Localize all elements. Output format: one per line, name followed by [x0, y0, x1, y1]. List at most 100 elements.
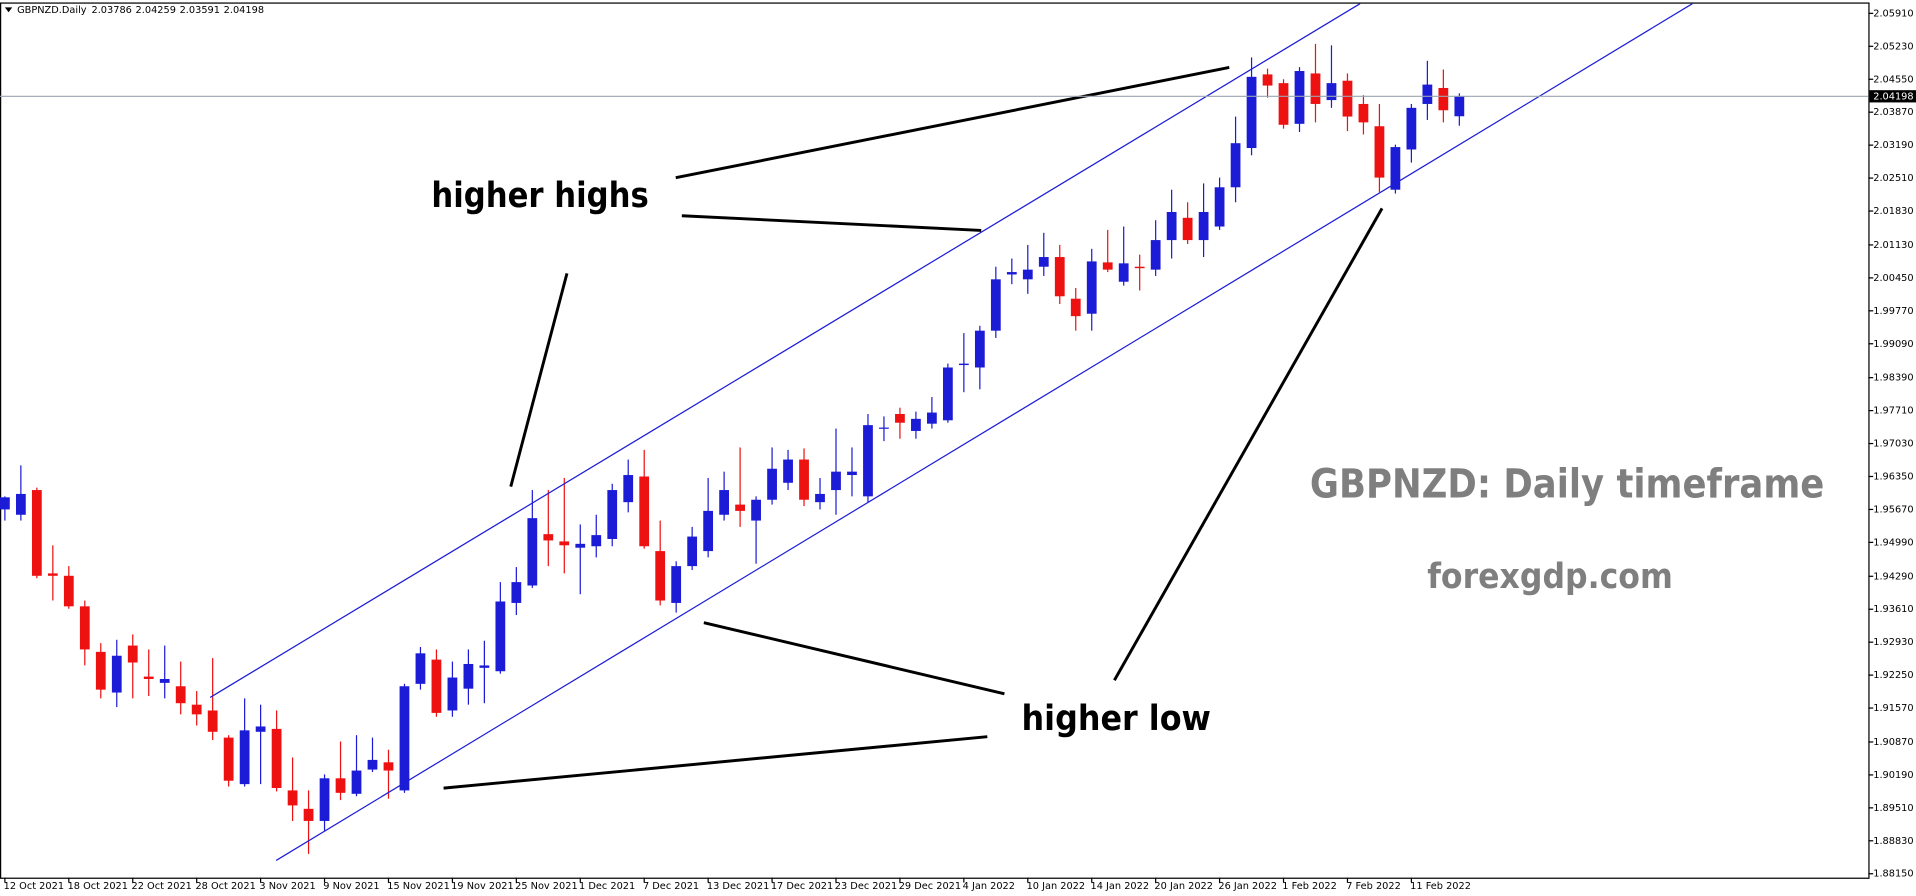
x-tick-label: 7 Dec 2021: [643, 881, 699, 892]
candle-body: [31, 490, 42, 576]
x-tick-label: 9 Nov 2021: [323, 881, 379, 892]
candle-body: [927, 412, 937, 424]
candle-body: [239, 730, 250, 785]
candle-body: [847, 471, 857, 476]
y-tick-label: 1.92250: [1873, 670, 1913, 681]
y-tick-label: 1.92930: [1873, 637, 1913, 648]
candle-body: [1054, 257, 1065, 297]
y-tick-label: 1.93610: [1873, 604, 1913, 615]
candle-body: [351, 770, 362, 794]
y-tick-label: 2.05230: [1873, 41, 1913, 52]
candle-body: [1422, 84, 1433, 104]
candle-body: [1166, 211, 1177, 241]
y-tick-label: 2.04550: [1873, 74, 1913, 85]
x-tick-label: 1 Feb 2022: [1282, 881, 1337, 892]
candle-body: [990, 279, 1001, 331]
candle-body: [783, 459, 793, 483]
y-tick-label: 1.99770: [1873, 306, 1913, 317]
candle-body: [1326, 83, 1337, 101]
candle-body: [527, 518, 538, 586]
pointer: [703, 621, 1005, 696]
candle-body: [319, 778, 330, 821]
candle-body: [815, 493, 825, 503]
candle-body: [1182, 217, 1193, 241]
candle-body: [127, 645, 138, 663]
plot-frame: [0, 2, 1870, 879]
candle-body: [1134, 266, 1145, 269]
pointer: [509, 272, 569, 487]
candle-body: [751, 499, 761, 521]
candle-body: [111, 655, 122, 693]
candle-body: [831, 471, 841, 491]
y-tick-label: 1.91570: [1873, 703, 1913, 714]
y-tick-label: 1.97710: [1873, 406, 1913, 417]
x-tick-label: 25 Nov 2021: [515, 881, 578, 892]
candle-body: [799, 459, 809, 500]
candle-body: [1006, 272, 1017, 275]
y-tick-label: 1.90870: [1873, 737, 1913, 748]
annotation: higher low: [1022, 699, 1211, 739]
candle-body: [447, 677, 458, 711]
candle-body: [1198, 211, 1209, 241]
candle-body: [15, 493, 26, 515]
y-tick-label: 1.90190: [1873, 770, 1913, 781]
x-tick-label: 13 Dec 2021: [707, 881, 769, 892]
candle-body: [415, 653, 426, 684]
y-tick-label: 1.98390: [1873, 373, 1913, 384]
candle-body: [1102, 262, 1113, 270]
candle-body: [1406, 107, 1417, 150]
y-tick-label: 1.89510: [1873, 803, 1913, 814]
x-tick-label: 12 Oct 2021: [4, 881, 64, 892]
candle-body: [223, 737, 234, 781]
candle-body: [591, 535, 602, 547]
candle-body: [495, 601, 506, 672]
candle-body: [958, 363, 969, 366]
pointer: [675, 65, 1230, 180]
y-tick-label: 1.88150: [1873, 869, 1913, 880]
candle-body: [271, 728, 282, 788]
candle-body: [191, 704, 202, 715]
candle-body: [303, 808, 314, 821]
x-tick-label: 26 Jan 2022: [1218, 881, 1277, 892]
candle-body: [335, 778, 346, 793]
header-icon: [4, 7, 13, 13]
pointer: [681, 214, 982, 232]
candle-body: [639, 476, 650, 547]
header: GBPNZD.Daily 2.03786 2.04259 2.03591 2.04198: [17, 5, 264, 16]
candle-body: [1022, 269, 1033, 280]
y-tick-label: 1.97030: [1873, 439, 1913, 450]
x-tick-label: 28 Oct 2021: [195, 881, 255, 892]
y-tick-label: 1.94290: [1873, 571, 1913, 582]
candle-body: [1038, 257, 1049, 267]
candle-body: [655, 551, 666, 601]
candle-body: [974, 330, 985, 368]
y-tick-label: 2.05910: [1873, 8, 1913, 19]
x-tick-label: 4 Jan 2022: [963, 881, 1015, 892]
candle-body: [207, 710, 218, 732]
candle-body: [1390, 147, 1401, 190]
header-low: 2.03591: [180, 5, 220, 16]
candle-body: [911, 418, 921, 431]
watermark-site: forexgdp.com: [1427, 557, 1673, 597]
candle-body: [863, 425, 873, 497]
x-tick-label: 19 Nov 2021: [451, 881, 514, 892]
candle-body: [1358, 103, 1369, 123]
candle-body: [607, 490, 618, 539]
candle-body: [79, 606, 90, 650]
x-tick-label: 10 Jan 2022: [1027, 881, 1086, 892]
candle-body: [463, 663, 474, 689]
y-tick-label: 1.94990: [1873, 537, 1913, 548]
candle-body: [47, 573, 58, 576]
candle-body: [63, 575, 74, 607]
candle-body: [1454, 96, 1465, 117]
channel-lower: [275, 3, 1693, 861]
y-tick-label: 1.96350: [1873, 471, 1913, 482]
y-tick-label: 2.00450: [1873, 273, 1913, 284]
watermark-title: GBPNZD: Daily timeframe: [1310, 461, 1824, 508]
candle-body: [431, 659, 442, 713]
x-tick-label: 29 Dec 2021: [899, 881, 961, 892]
candle-body: [687, 536, 698, 567]
x-tick-label: 22 Oct 2021: [132, 881, 192, 892]
y-tick-label: 1.88830: [1873, 836, 1913, 847]
